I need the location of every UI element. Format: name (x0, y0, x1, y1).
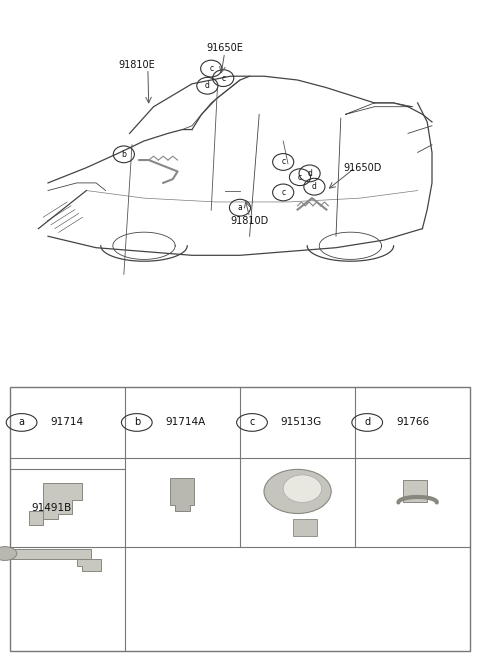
Text: b: b (121, 150, 126, 159)
Text: 91766: 91766 (396, 417, 429, 428)
Polygon shape (43, 483, 82, 519)
Text: 91810D: 91810D (230, 216, 269, 226)
Polygon shape (77, 559, 101, 572)
Polygon shape (293, 519, 317, 535)
Text: 91714A: 91714A (166, 417, 206, 428)
Text: 91714: 91714 (50, 417, 84, 428)
Text: a: a (238, 203, 242, 212)
Text: b: b (133, 417, 140, 428)
Text: 91491B: 91491B (31, 503, 72, 513)
Polygon shape (170, 478, 194, 510)
Text: c: c (281, 158, 285, 166)
Ellipse shape (283, 475, 322, 503)
Circle shape (0, 547, 17, 560)
Text: c: c (221, 74, 225, 83)
Polygon shape (29, 510, 43, 524)
Polygon shape (403, 480, 427, 503)
Text: c: c (209, 64, 213, 73)
Text: c: c (298, 173, 302, 182)
Text: c: c (249, 417, 255, 428)
Ellipse shape (264, 469, 331, 514)
Text: 91810E: 91810E (119, 60, 155, 70)
Text: d: d (312, 182, 317, 191)
Text: a: a (19, 417, 24, 428)
Text: 91650E: 91650E (206, 43, 243, 53)
Polygon shape (5, 549, 91, 559)
Text: 91513G: 91513G (281, 417, 322, 428)
Text: d: d (205, 81, 210, 90)
Text: 91650D: 91650D (343, 163, 382, 173)
Text: d: d (307, 169, 312, 178)
Text: c: c (281, 188, 285, 197)
Text: d: d (364, 417, 370, 428)
